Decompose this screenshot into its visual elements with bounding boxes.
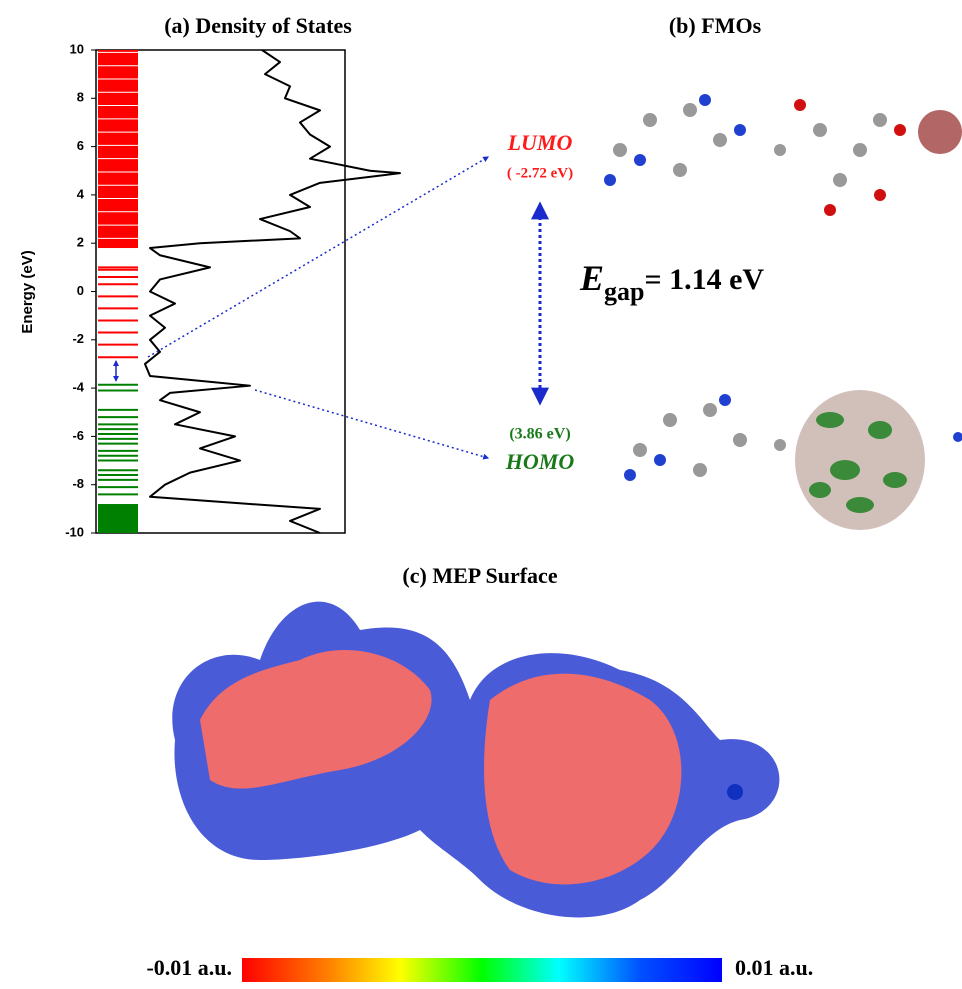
colorbar-max-label: 0.01 a.u. xyxy=(735,955,813,980)
dos-chart: (a) Density of States Energy (eV) -10 -8 -… xyxy=(19,13,400,539)
colorbar-min-label: -0.01 a.u. xyxy=(146,955,232,980)
gap-subscript: gap xyxy=(604,277,644,306)
homo-pointer xyxy=(255,390,488,458)
gap-value: = 1.14 eV xyxy=(644,263,764,296)
mep-panel: (c) MEP Surface -0.01 a.u. 0.01 a.u. xyxy=(146,563,813,982)
chart-title: (a) Density of States xyxy=(164,13,352,38)
y-tick-label: 8 xyxy=(77,90,84,105)
y-tick-label: -10 xyxy=(65,524,84,539)
level-band xyxy=(98,50,138,248)
level-band xyxy=(98,504,138,533)
y-tick-label: 6 xyxy=(77,138,84,153)
y-tick-label: 10 xyxy=(70,41,84,56)
gap-symbol: E xyxy=(579,258,604,298)
dos-curve xyxy=(145,50,400,533)
lumo-molecule xyxy=(604,94,962,216)
y-tick-label: 4 xyxy=(77,186,85,201)
y-tick-label: -4 xyxy=(72,380,84,395)
colorbar xyxy=(242,958,722,982)
y-tick-label: 2 xyxy=(77,235,84,250)
y-axis-label: Energy (eV) xyxy=(19,250,36,333)
panel-title: (c) MEP Surface xyxy=(402,563,557,588)
fmo-panel: (b) FMOs LUMO ( -2.72 eV) (3.86 eV) HOMO… xyxy=(148,13,962,530)
homo-molecule xyxy=(624,390,962,530)
homo-energy: (3.86 eV) xyxy=(509,426,570,443)
gap-text: Egap= 1.14 eV xyxy=(579,258,764,306)
atom xyxy=(727,784,743,800)
figure: (a) Density of States Energy (eV) -10 -8 -… xyxy=(0,0,962,984)
y-tick-label: -8 xyxy=(72,476,84,491)
lumo-label: LUMO xyxy=(507,130,573,155)
lumo-pointer xyxy=(148,157,488,357)
y-tick-label: -6 xyxy=(72,428,84,443)
panel-title: (b) FMOs xyxy=(669,13,762,38)
lumo-energy: ( -2.72 eV) xyxy=(507,165,573,181)
y-tick-label: 0 xyxy=(77,283,84,298)
y-tick-label: -2 xyxy=(72,331,84,346)
homo-label: HOMO xyxy=(505,449,575,474)
